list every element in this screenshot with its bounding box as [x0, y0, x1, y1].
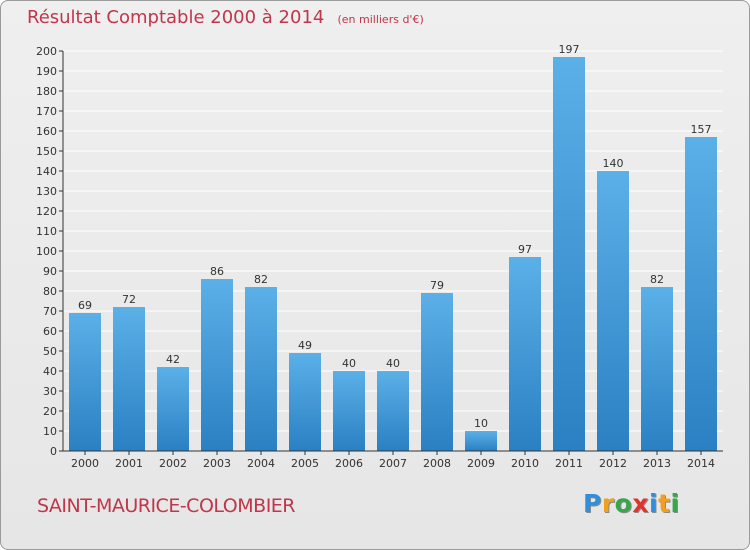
bar [245, 287, 277, 451]
x-tick-label: 2014 [687, 457, 715, 470]
chart-title-unit: (en milliers d'€) [337, 13, 424, 26]
bar [113, 307, 145, 451]
bar-value-label: 69 [78, 299, 92, 312]
labels: 0 10 20 30 40 50 60 70 80 90 100 110 120 130 140 150 160… [36, 43, 715, 470]
y-tick-label: 20 [43, 405, 57, 418]
logo-letter: i [649, 489, 659, 518]
x-tick-label: 2008 [423, 457, 451, 470]
bar-value-label: 86 [210, 265, 224, 278]
x-tick-label: 2009 [467, 457, 495, 470]
chart-title: Résultat Comptable 2000 à 2014 (en milli… [27, 7, 424, 28]
bar [69, 313, 101, 451]
y-tick-label: 190 [36, 65, 57, 78]
x-tick-label: 2007 [379, 457, 407, 470]
y-tick-label: 50 [43, 345, 57, 358]
bar [157, 367, 189, 451]
x-tick-label: 2002 [159, 457, 187, 470]
bar [377, 371, 409, 451]
proxiti-logo: Proxiti [583, 489, 680, 518]
logo-letter: x [632, 489, 649, 518]
bar-value-label: 40 [342, 357, 356, 370]
bar [289, 353, 321, 451]
y-tick-label: 80 [43, 285, 57, 298]
bar [333, 371, 365, 451]
bar [553, 57, 585, 451]
bar-value-label: 197 [559, 43, 580, 56]
bar-value-label: 82 [650, 273, 664, 286]
y-tick-label: 10 [43, 425, 57, 438]
y-tick-label: 120 [36, 205, 57, 218]
y-tick-label: 130 [36, 185, 57, 198]
logo-letter: o [614, 489, 633, 518]
y-tick-label: 40 [43, 365, 57, 378]
bar-value-label: 140 [603, 157, 624, 170]
y-tick-label: 110 [36, 225, 57, 238]
logo-letter: r [601, 489, 615, 518]
bars [69, 57, 717, 451]
bar-value-label: 42 [166, 353, 180, 366]
x-tick-label: 2012 [599, 457, 627, 470]
bar-value-label: 49 [298, 339, 312, 352]
logo-letter: t [658, 489, 671, 518]
x-tick-label: 2013 [643, 457, 671, 470]
axes [59, 50, 723, 455]
bar-value-label: 79 [430, 279, 444, 292]
y-tick-label: 160 [36, 125, 57, 138]
y-tick-label: 30 [43, 385, 57, 398]
x-tick-label: 2006 [335, 457, 363, 470]
logo-letter: P [583, 489, 602, 518]
chart-title-main: Résultat Comptable 2000 à 2014 [27, 7, 325, 28]
y-tick-label: 60 [43, 325, 57, 338]
x-tick-label: 2003 [203, 457, 231, 470]
y-tick-label: 100 [36, 245, 57, 258]
y-tick-label: 180 [36, 85, 57, 98]
bar-value-label: 97 [518, 243, 532, 256]
x-tick-label: 2001 [115, 457, 143, 470]
bar [685, 137, 717, 451]
bar [201, 279, 233, 451]
x-tick-label: 2011 [555, 457, 583, 470]
bar [465, 431, 497, 451]
bar-value-label: 10 [474, 417, 488, 430]
y-tick-label: 150 [36, 145, 57, 158]
y-tick-label: 70 [43, 305, 57, 318]
y-tick-label: 0 [50, 445, 57, 458]
bar-value-label: 40 [386, 357, 400, 370]
y-tick-label: 90 [43, 265, 57, 278]
y-tick-label: 140 [36, 165, 57, 178]
commune-name: SAINT-MAURICE-COLOMBIER [37, 495, 296, 517]
x-tick-label: 2004 [247, 457, 275, 470]
y-tick-label: 200 [36, 45, 57, 58]
bar-value-label: 82 [254, 273, 268, 286]
x-tick-label: 2000 [71, 457, 99, 470]
bar [421, 293, 453, 451]
y-tick-label: 170 [36, 105, 57, 118]
x-tick-label: 2005 [291, 457, 319, 470]
logo-letter: i [670, 489, 680, 518]
bar [509, 257, 541, 451]
bar-value-label: 157 [691, 123, 712, 136]
x-tick-label: 2010 [511, 457, 539, 470]
bar [597, 171, 629, 451]
bar [641, 287, 673, 451]
bar-value-label: 72 [122, 293, 136, 306]
